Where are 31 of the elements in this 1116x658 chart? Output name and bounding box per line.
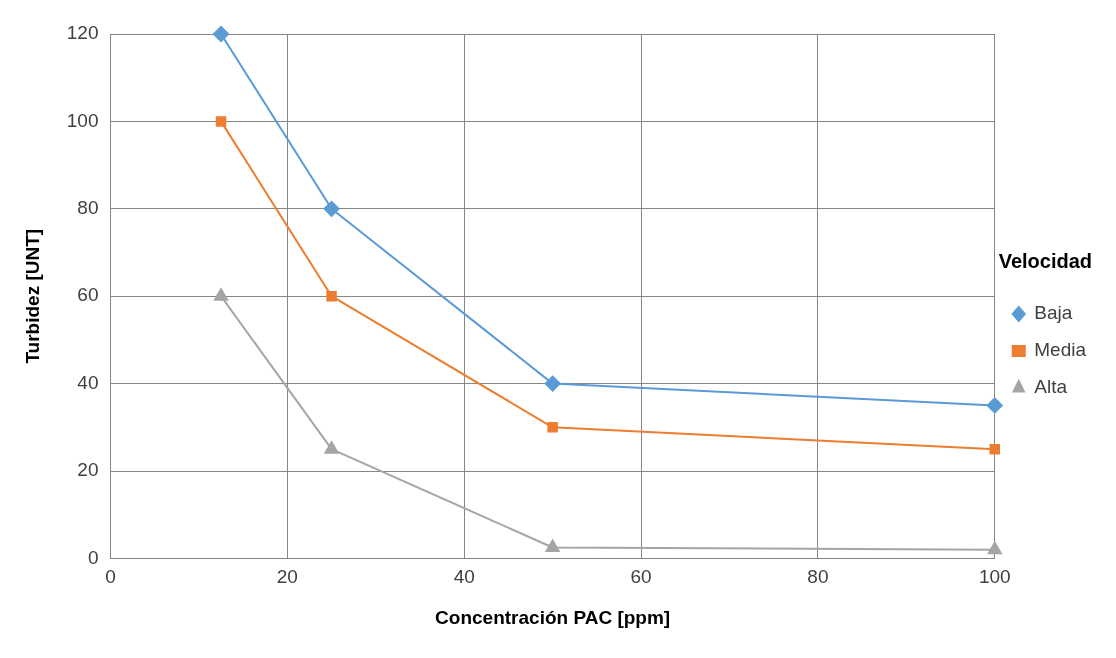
y-tick-label: 40 [77, 371, 99, 393]
x-tick-label: 40 [453, 566, 475, 588]
y-tick-label: 80 [77, 197, 99, 219]
point [213, 288, 229, 301]
y-tick-label: 100 [66, 109, 99, 131]
legend-label: Baja [1034, 302, 1073, 324]
x-tick-label: 60 [630, 566, 652, 588]
x-tick-label: 100 [978, 566, 1011, 588]
legend-label: Alta [1034, 376, 1068, 398]
point [213, 26, 230, 42]
point [326, 290, 337, 302]
legend-label: Media [1034, 339, 1087, 361]
legend-title: Velocidad [998, 250, 1093, 273]
x-tick-label: 20 [276, 566, 298, 588]
y-tick-label: 20 [77, 459, 99, 481]
y-tick-label: 0 [87, 546, 99, 568]
point [544, 375, 561, 392]
point [989, 443, 1000, 455]
y-axis-title: Turbidez [UNT] [21, 228, 43, 364]
point [547, 422, 558, 433]
point [987, 541, 1002, 555]
x-tick-label: 80 [807, 566, 829, 588]
x-axis-title: Concentración PAC [ppm] [435, 606, 671, 628]
point [324, 441, 339, 454]
x-tick-label: 0 [105, 566, 116, 588]
point [323, 200, 340, 217]
point [986, 397, 1003, 414]
point [545, 539, 560, 552]
y-tick-label: 120 [66, 22, 99, 44]
y-tick-label: 60 [77, 284, 99, 306]
point [215, 116, 227, 127]
